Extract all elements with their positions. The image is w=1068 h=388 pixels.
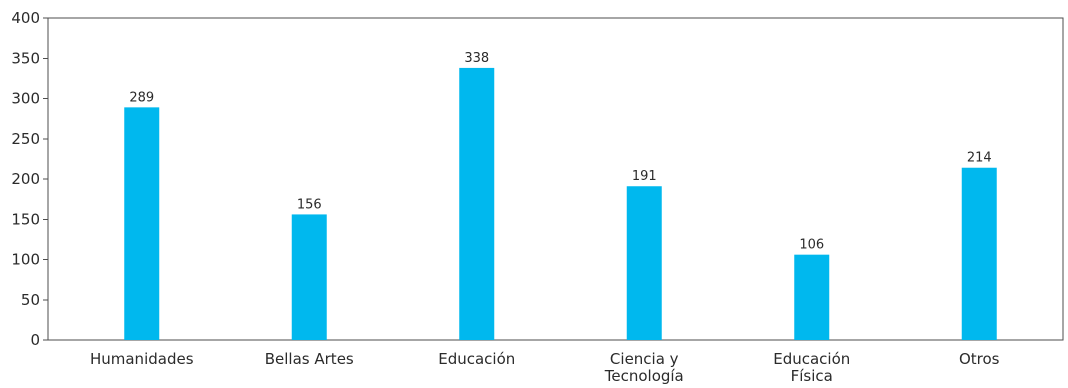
x-tick-label: Ciencia y Tecnología (604, 350, 684, 385)
bar-value-label: 214 (967, 151, 992, 166)
x-axis: Humanidades Bellas Artes Educación Ciencia … (90, 350, 1000, 385)
y-tick-label: 0 (30, 331, 40, 349)
y-tick-label: 400 (11, 9, 40, 27)
bar-value-label: 156 (297, 197, 322, 212)
x-tick-label: Bellas Artes (265, 350, 354, 368)
y-tick-label: 100 (11, 251, 40, 269)
y-tick-label: 300 (11, 90, 40, 108)
bar-value-label: 106 (799, 238, 824, 253)
x-tick-label: Otros (959, 350, 1000, 368)
y-axis: 0 50 100 150 200 250 300 350 400 (11, 9, 48, 349)
bar (961, 167, 997, 340)
bar (626, 186, 662, 340)
bar-value-label: 191 (632, 169, 657, 184)
x-tick-label: Educación Física (773, 350, 850, 385)
x-tick-label: Humanidades (90, 350, 194, 368)
bar (459, 67, 495, 340)
bars (124, 67, 997, 340)
bar (124, 107, 160, 340)
y-tick-label: 150 (11, 210, 40, 228)
y-tick-label: 50 (21, 291, 40, 309)
bar-value-label: 289 (129, 90, 154, 105)
data-labels: 289 156 338 191 106 214 (129, 51, 991, 253)
y-tick-label: 200 (11, 170, 40, 188)
x-tick-label: Educación (438, 350, 515, 368)
plot-frame (47, 17, 1064, 341)
bar-value-label: 338 (464, 51, 489, 66)
bar (794, 254, 830, 340)
y-tick-label: 250 (11, 130, 40, 148)
bar (291, 214, 327, 340)
plot-border (47, 17, 1064, 341)
y-tick-label: 350 (11, 49, 40, 67)
